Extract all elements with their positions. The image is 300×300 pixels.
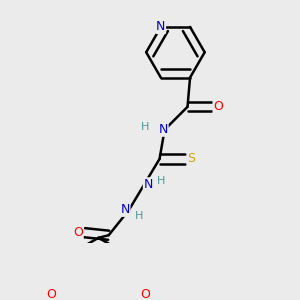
Text: N: N [143,178,153,191]
Text: O: O [73,226,83,239]
Text: N: N [156,20,166,33]
Text: H: H [157,176,165,186]
Text: O: O [213,100,223,113]
Text: O: O [140,288,150,300]
Text: H: H [135,211,143,221]
Text: O: O [46,288,56,300]
Text: H: H [141,122,150,132]
Text: N: N [159,123,168,136]
Text: N: N [121,203,130,216]
Text: S: S [187,152,195,165]
